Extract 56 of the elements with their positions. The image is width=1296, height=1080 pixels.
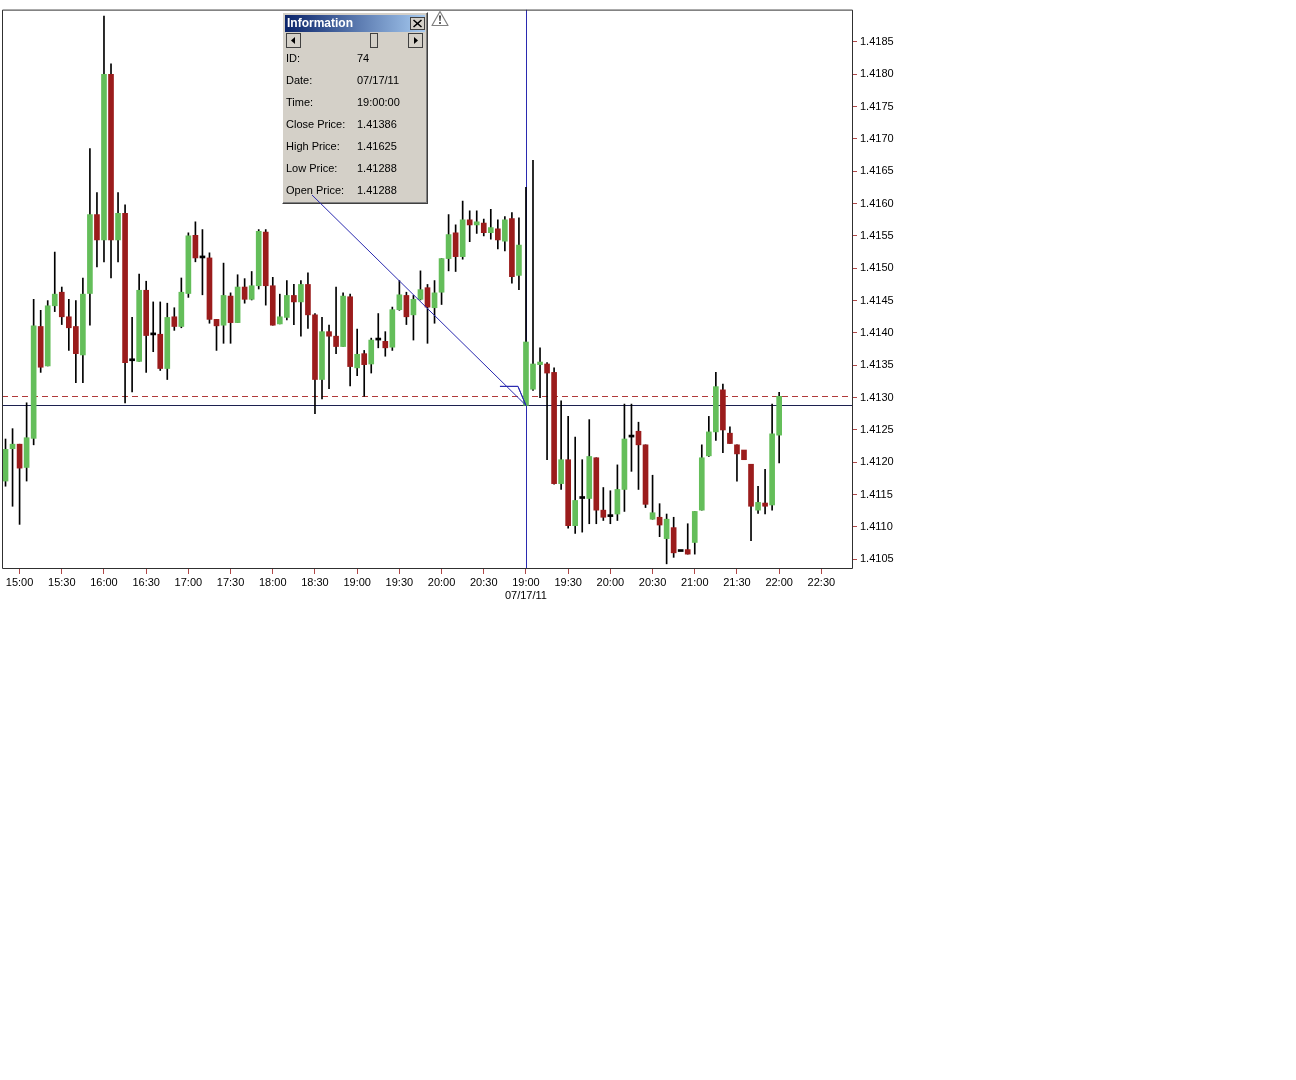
x-tick-label: 22:00 — [765, 575, 793, 588]
candlestick — [600, 487, 607, 521]
x-tick-label: 21:30 — [723, 575, 751, 588]
candlestick — [129, 317, 135, 393]
y-tick-label: 1.4150 — [860, 261, 894, 274]
x-tick-label: 15:00 — [5, 575, 34, 588]
candlestick — [487, 209, 494, 240]
y-tick-label: 1.4160 — [860, 196, 894, 209]
x-tick-label: 17:30 — [216, 575, 245, 588]
x-tick-label: 19:00 07/17/11 — [504, 575, 547, 601]
y-tick-label: 1.4130 — [860, 390, 894, 403]
annotation: High Price: 1.41625 — [286, 139, 397, 153]
candlestick — [466, 210, 473, 243]
x-tick-label: 18:30 — [301, 575, 329, 588]
candlestick — [382, 331, 389, 357]
y-tick-label: 1.4155 — [860, 228, 894, 241]
y-tick-label: 1.4180 — [860, 67, 894, 80]
y-tick-label: 1.4170 — [860, 131, 894, 144]
y-tick-label: 1.4165 — [860, 164, 894, 177]
x-tick-label: 19:00 — [343, 575, 371, 588]
candlestick — [473, 210, 480, 234]
x-tick-label: 16:30 — [132, 575, 160, 588]
y-tick-label: 1.4145 — [860, 293, 894, 306]
x-tick-label: 20:00 — [427, 575, 456, 588]
x-tick-label: 17:00 — [174, 575, 203, 588]
candlestick — [677, 549, 684, 552]
y-tick-label: 1.4135 — [860, 358, 894, 371]
y-tick-label: 1.4105 — [860, 552, 894, 565]
candlestick — [762, 469, 768, 515]
x-tick-label: 21:00 — [680, 575, 709, 588]
candlestick — [579, 459, 586, 533]
candlestick — [291, 284, 297, 325]
annotation: Close Price: 1.41386 — [286, 117, 397, 131]
annotation: Information — [287, 15, 353, 32]
y-tick-label: 1.4115 — [860, 487, 893, 500]
annotation: ID: 74 — [286, 51, 370, 65]
y-tick-label: 1.4175 — [860, 99, 894, 112]
x-tick-label: 15:30 — [48, 575, 76, 588]
y-tick-label: 1.4125 — [860, 422, 894, 435]
y-tick-label: 1.4110 — [860, 520, 893, 532]
annotation: Time: 19:00:00 — [286, 95, 400, 109]
x-tick-label: 22:30 — [807, 575, 836, 588]
x-tick-label: 19:30 — [554, 575, 582, 588]
x-tick-label: 19:30 — [385, 575, 414, 588]
x-tick-label: 20:30 — [470, 575, 498, 588]
y-tick-label: 1.4140 — [860, 325, 894, 338]
x-tick-label: 20:30 — [638, 575, 667, 588]
annotation: Low Price: 1.41288 — [286, 161, 397, 175]
y-tick-label: 1.4120 — [860, 455, 894, 468]
y-tick-label: 1.4185 — [860, 34, 894, 47]
x-tick-label: 16:00 — [90, 575, 118, 588]
annotation: Open Price: 1.41288 — [286, 183, 397, 197]
candlestick — [361, 350, 368, 397]
x-tick-label: 18:00 — [259, 575, 287, 588]
x-tick-label: 20:00 — [596, 575, 625, 588]
annotation: Date: 07/17/11 — [286, 73, 400, 87]
